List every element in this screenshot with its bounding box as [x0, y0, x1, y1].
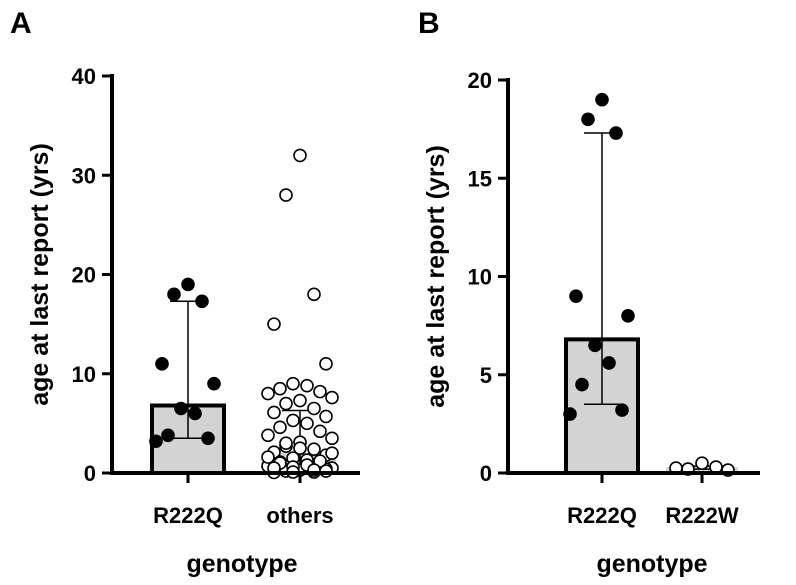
data-point [207, 376, 221, 391]
data-point [575, 377, 589, 392]
panel-label: A [10, 7, 32, 40]
data-point [161, 428, 175, 443]
data-point [261, 386, 275, 401]
data-point [279, 396, 293, 411]
data-point [325, 446, 339, 460]
data-point [569, 289, 583, 303]
panel-label: B [418, 7, 440, 40]
y-tick-label: 20 [72, 263, 96, 288]
data-point [307, 287, 321, 302]
data-point [621, 308, 635, 323]
data-point [279, 188, 293, 202]
data-point [595, 92, 609, 107]
data-point [174, 401, 188, 416]
data-point [293, 393, 307, 408]
data-point [300, 416, 314, 431]
y-tick-label: 15 [468, 166, 492, 191]
data-point [293, 441, 307, 455]
data-point [313, 424, 327, 439]
data-point [307, 401, 321, 416]
data-point [286, 376, 300, 391]
data-point [155, 357, 169, 371]
data-point [581, 112, 595, 127]
data-point [293, 148, 307, 163]
data-point [319, 357, 333, 371]
data-point [201, 431, 215, 446]
data-point [588, 338, 602, 353]
y-tick-label: 30 [72, 163, 96, 188]
data-point [273, 381, 287, 396]
data-point [261, 428, 275, 443]
y-tick-label: 5 [480, 363, 492, 388]
data-point [313, 384, 327, 399]
x-category-label: R222Q [567, 503, 637, 528]
data-point [279, 436, 293, 451]
data-point [181, 277, 195, 292]
data-point [615, 403, 629, 417]
x-category-label: R222Q [153, 503, 223, 528]
bar-r222w [666, 467, 738, 473]
data-point [609, 126, 623, 140]
data-point [267, 405, 281, 420]
data-point [167, 287, 181, 302]
data-point [267, 317, 281, 331]
x-category-label: others [266, 503, 333, 528]
data-point [286, 413, 300, 428]
data-point [261, 450, 275, 464]
y-tick-label: 10 [468, 265, 492, 290]
data-point [695, 456, 709, 470]
x-axis-title: genotype [596, 550, 707, 578]
data-point [563, 407, 577, 421]
data-point [273, 420, 287, 435]
data-point [300, 378, 314, 393]
data-point [188, 406, 202, 421]
y-axis-title: age at last report (yrs) [422, 145, 450, 408]
y-tick-label: 0 [480, 461, 492, 486]
y-tick-label: 0 [84, 461, 96, 486]
data-point [325, 390, 339, 405]
y-tick-label: 20 [468, 68, 492, 93]
data-point [195, 294, 209, 309]
y-axis-title: age at last report (yrs) [26, 143, 54, 406]
x-category-label: R222W [665, 503, 739, 528]
data-point [307, 442, 321, 456]
data-point [149, 434, 163, 449]
y-tick-label: 10 [72, 362, 96, 387]
x-axis-title: genotype [186, 550, 297, 578]
data-point [602, 356, 616, 370]
data-point [325, 431, 339, 446]
data-point [319, 409, 333, 424]
y-tick-label: 40 [72, 64, 96, 89]
